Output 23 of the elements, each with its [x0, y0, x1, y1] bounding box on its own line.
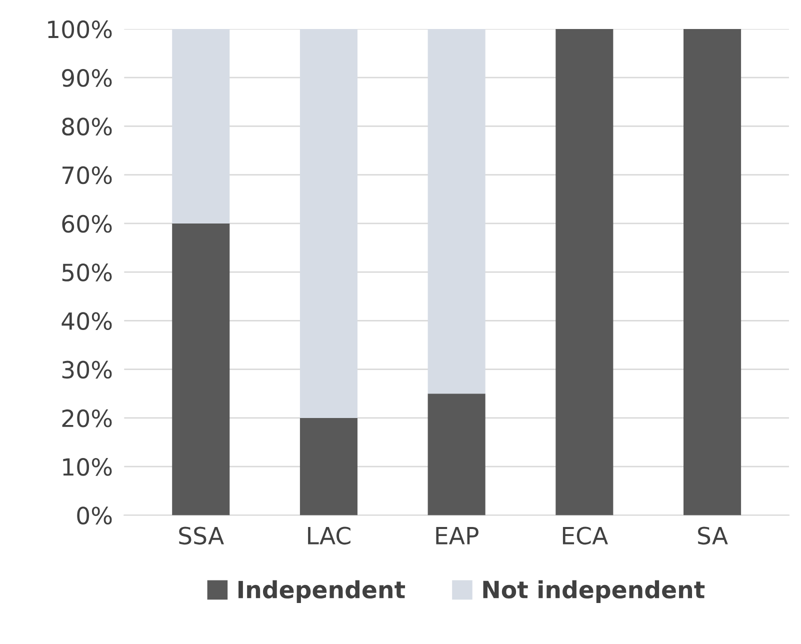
y-tick-label: 30%	[62, 360, 112, 379]
bar	[428, 394, 486, 516]
legend-label: Independent	[238, 580, 406, 604]
y-tick-label: 40%	[62, 312, 112, 330]
x-tick-label: SSA	[179, 526, 224, 545]
x-tick-label: ECA	[562, 526, 608, 545]
y-tick-label: 10%	[63, 458, 112, 476]
y-tick-label: 0%	[77, 506, 112, 525]
y-tick-label: 100%	[48, 20, 112, 38]
bar	[172, 223, 230, 516]
y-tick-label: 20%	[62, 409, 112, 428]
bar	[556, 28, 614, 516]
y-tick-label: 50%	[62, 264, 112, 282]
y-tick-label: 70%	[62, 166, 112, 184]
y-tick-label: 90%	[62, 69, 112, 87]
legend-label: Not independent	[483, 580, 705, 604]
bar	[684, 28, 742, 516]
y-tick-label: 60%	[62, 214, 112, 233]
x-tick-label: EAP	[436, 527, 478, 544]
y-tick-label: 80%	[62, 118, 112, 136]
bar	[300, 418, 358, 516]
x-tick-label: LAC	[308, 526, 350, 545]
x-tick-label: SA	[698, 526, 728, 545]
